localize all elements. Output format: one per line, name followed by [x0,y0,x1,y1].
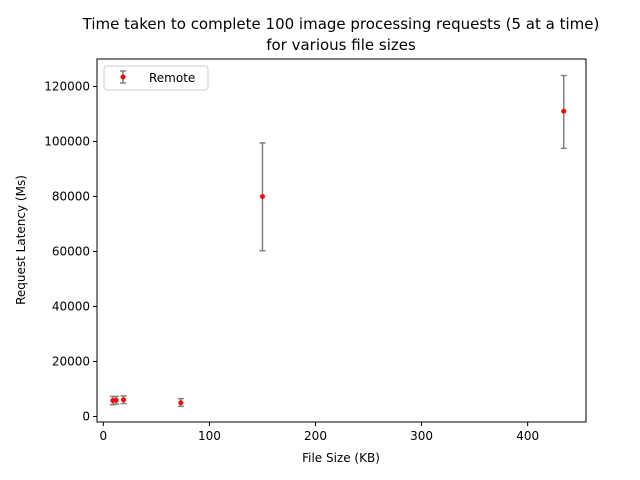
legend-marker [120,70,126,84]
legend: Remote [103,65,209,91]
legend-point [120,74,126,80]
data-point-1 [113,397,119,403]
x-axis-label: File Size (KB) [302,451,380,465]
chart-title-line2: for various file sizes [266,36,416,54]
data-point-5 [561,108,567,114]
legend-box [103,65,209,91]
y-tick-label-0: 0 [82,410,90,424]
y-tick-label-4: 80000 [52,190,90,204]
y-axis-label: Request Latency (Ms) [14,175,28,305]
data-point-3 [178,400,184,406]
chart-title-line1: Time taken to complete 100 image process… [82,15,600,33]
data-point-2 [121,397,127,403]
x-tick-label-3: 300 [410,429,433,443]
legend-label-remote: Remote [149,71,195,85]
plot-frame [96,58,587,423]
data-point-4 [259,194,265,199]
y-tick-label-1: 20000 [52,355,90,369]
y-tick-label-3: 60000 [52,245,90,259]
plot-area: 0 100 200 300 400 0 20000 40000 60000 80000 100000… [44,74,567,443]
x-tick-label-0: 0 [100,429,108,443]
y-tick-label-5: 100000 [44,135,90,149]
x-tick-label-1: 100 [198,429,221,443]
y-tick-label-2: 40000 [52,300,90,314]
x-tick-label-4: 400 [516,429,539,443]
y-tick-label-6: 120000 [44,80,90,94]
x-tick-label-2: 200 [304,429,327,443]
